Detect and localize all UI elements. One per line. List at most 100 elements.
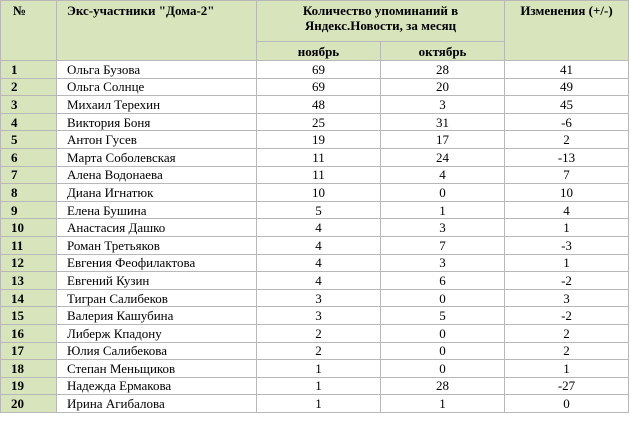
row-number: 19 [0, 376, 57, 396]
participant-name: Елена Бушина [56, 200, 257, 220]
october-count: 0 [379, 288, 506, 308]
row-number: 17 [0, 341, 57, 361]
header-number: № [0, 0, 57, 61]
participant-name: Михаил Терехин [56, 95, 257, 114]
participant-name: Юлия Салибекова [56, 341, 257, 361]
participant-name: Валерия Кашубина [56, 306, 257, 325]
table-row: 4 Виктория Боня 25 31 -6 [0, 112, 630, 132]
table-row: 17 Юлия Салибекова 2 0 2 [0, 341, 630, 361]
november-count: 10 [256, 183, 381, 202]
table-row: 11 Роман Третьяков 4 7 -3 [0, 235, 630, 255]
row-number: 4 [0, 112, 57, 132]
participant-name: Ольга Бузова [56, 60, 257, 79]
header-mentions: Количество упоминаний в Яндекс.Новости, … [255, 0, 506, 42]
november-count: 69 [256, 60, 381, 79]
participant-name: Евгений Кузин [56, 271, 257, 290]
november-count: 4 [256, 271, 381, 290]
header-october: октябрь [379, 41, 506, 61]
row-number: 8 [0, 183, 57, 202]
participant-name: Надежда Ермакова [56, 376, 257, 396]
october-count: 1 [379, 200, 506, 220]
row-number: 15 [0, 306, 57, 325]
participant-name: Алена Водонаева [56, 165, 257, 185]
october-count: 5 [379, 306, 506, 325]
row-number: 16 [0, 323, 57, 343]
change-value: 2 [504, 323, 630, 343]
change-value: 4 [504, 200, 630, 220]
participant-name: Анастасия Дашко [56, 218, 257, 237]
november-count: 3 [256, 288, 381, 308]
change-value: -6 [504, 112, 630, 132]
change-value: 1 [504, 218, 630, 237]
october-count: 31 [379, 112, 506, 132]
november-count: 11 [256, 147, 381, 167]
change-value: 3 [504, 288, 630, 308]
october-count: 0 [379, 183, 506, 202]
table-row: 10 Анастасия Дашко 4 3 1 [0, 218, 630, 237]
table-row: 15 Валерия Кашубина 3 5 -2 [0, 306, 630, 325]
november-count: 2 [256, 341, 381, 361]
participant-name: Либерж Кпадону [56, 323, 257, 343]
change-value: 49 [504, 77, 630, 97]
change-value: -27 [504, 376, 630, 396]
table-row: 1 Ольга Бузова 69 28 41 [0, 60, 630, 79]
participant-name: Диана Игнатюк [56, 183, 257, 202]
row-number: 6 [0, 147, 57, 167]
change-value: 41 [504, 60, 630, 79]
october-count: 7 [379, 235, 506, 255]
october-count: 17 [379, 130, 506, 149]
october-count: 4 [379, 165, 506, 185]
change-value: -13 [504, 147, 630, 167]
table-row: 18 Степан Меньщиков 1 0 1 [0, 359, 630, 378]
participant-name: Ольга Солнце [56, 77, 257, 97]
change-value: 7 [504, 165, 630, 185]
table-row: 13 Евгений Кузин 4 6 -2 [0, 271, 630, 290]
table-row: 6 Марта Соболевская 11 24 -13 [0, 147, 630, 167]
table-row: 19 Надежда Ермакова 1 28 -27 [0, 376, 630, 396]
row-number: 20 [0, 394, 57, 413]
participant-name: Виктория Боня [56, 112, 257, 132]
november-count: 4 [256, 218, 381, 237]
table-row: 8 Диана Игнатюк 10 0 10 [0, 183, 630, 202]
table-row: 9 Елена Бушина 5 1 4 [0, 200, 630, 220]
table-row: 2 Ольга Солнце 69 20 49 [0, 77, 630, 97]
october-count: 6 [379, 271, 506, 290]
october-count: 3 [379, 218, 506, 237]
november-count: 1 [256, 394, 381, 413]
row-number: 1 [0, 60, 57, 79]
change-value: 1 [504, 253, 630, 273]
november-count: 69 [256, 77, 381, 97]
participant-name: Роман Третьяков [56, 235, 257, 255]
change-value: 2 [504, 341, 630, 361]
november-count: 4 [256, 235, 381, 255]
november-count: 25 [256, 112, 381, 132]
row-number: 10 [0, 218, 57, 237]
november-count: 5 [256, 200, 381, 220]
november-count: 3 [256, 306, 381, 325]
change-value: 10 [504, 183, 630, 202]
november-count: 4 [256, 253, 381, 273]
table-row: 20 Ирина Агибалова 1 1 0 [0, 394, 630, 413]
october-count: 3 [379, 95, 506, 114]
october-count: 28 [379, 376, 506, 396]
table-row: 7 Алена Водонаева 11 4 7 [0, 165, 630, 185]
row-number: 13 [0, 271, 57, 290]
row-number: 12 [0, 253, 57, 273]
table-row: 5 Антон Гусев 19 17 2 [0, 130, 630, 149]
participant-name: Степан Меньщиков [56, 359, 257, 378]
november-count: 1 [256, 376, 381, 396]
header-november: ноябрь [256, 41, 381, 61]
row-number: 7 [0, 165, 57, 185]
row-number: 5 [0, 130, 57, 149]
table-row: 12 Евгения Феофилактова 4 3 1 [0, 253, 630, 273]
participant-name: Тигран Салибеков [56, 288, 257, 308]
header-changes: Изменения (+/-) [504, 0, 630, 61]
table-row: 14 Тигран Салибеков 3 0 3 [0, 288, 630, 308]
october-count: 3 [379, 253, 506, 273]
change-value: -2 [504, 271, 630, 290]
november-count: 19 [256, 130, 381, 149]
table-row: 3 Михаил Терехин 48 3 45 [0, 95, 630, 114]
november-count: 2 [256, 323, 381, 343]
october-count: 20 [379, 77, 506, 97]
row-number: 3 [0, 95, 57, 114]
